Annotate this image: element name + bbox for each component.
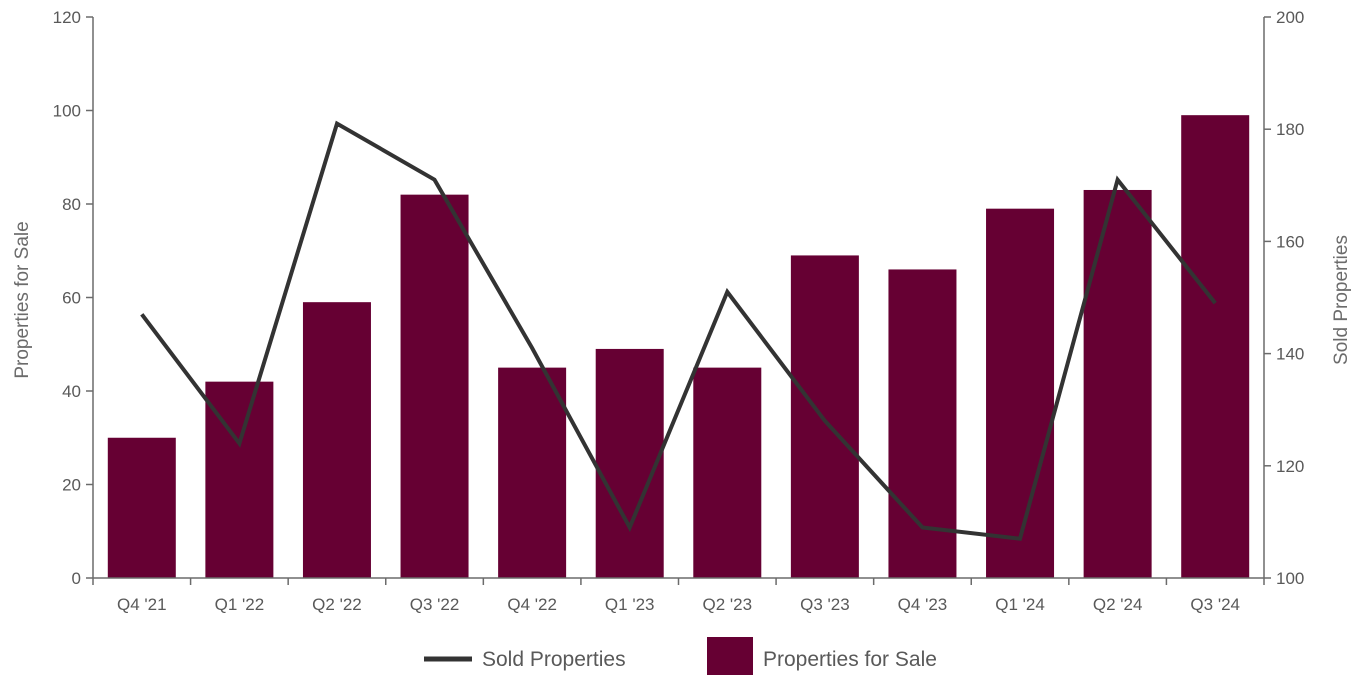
legend-square-marker [707,637,753,675]
sold-properties-line [140,120,1217,541]
y-axis-title-right: Sold Properties [1331,235,1352,365]
bar-Q3 '24 [1181,115,1250,579]
x-tick-label: Q2 '23 [703,595,753,614]
bar-Q3 '23 [790,255,859,579]
y-tick-label-left: 60 [62,289,81,308]
bar-Q4 '21 [107,437,176,578]
bar-series-properties-for-sale [107,115,1250,579]
x-tick-label: Q3 '22 [410,595,460,614]
x-tick-label: Q2 '24 [1093,595,1143,614]
bar-Q3 '22 [400,194,469,578]
x-tick-label: Q4 '23 [898,595,948,614]
y-tick-label-left: 20 [62,476,81,495]
y-tick-label-left: 0 [72,569,81,588]
x-tick-label: Q2 '22 [312,595,362,614]
y-tick-label-left: 120 [53,8,81,27]
y-tick-label-right: 140 [1276,345,1304,364]
y-tick-label-right: 100 [1276,569,1304,588]
x-tick-label: Q1 '24 [995,595,1045,614]
bar-Q4 '22 [498,367,567,578]
axes: 0 20 40 60 80 100 120 100 120 140 160 180 200 Q4 '21 Q… [53,8,1305,614]
legend-label-for-sale: Properties for Sale [763,648,937,671]
legend: Sold Properties Properties for Sale [424,637,937,675]
y-tick-label-left: 40 [62,382,81,401]
y-tick-label-right: 120 [1276,457,1304,476]
y-tick-label-left: 80 [62,195,81,214]
bar-Q1 '23 [595,348,664,578]
x-tick-label: Q1 '23 [605,595,655,614]
bar-Q2 '24 [1083,189,1152,578]
x-tick-label: Q4 '21 [117,595,167,614]
x-tick-label: Q3 '24 [1190,595,1240,614]
x-tick-label: Q4 '22 [507,595,557,614]
y-tick-label-right: 200 [1276,8,1304,27]
y-axis-title-left: Properties for Sale [12,221,33,378]
y-tick-label-right: 160 [1276,232,1304,251]
line-series-sold-properties [140,120,1217,541]
bar-Q2 '22 [302,302,371,578]
y-tick-label-left: 100 [53,102,81,121]
legend-label-sold: Sold Properties [482,648,626,671]
bar-Q2 '23 [693,367,762,578]
bar-Q1 '24 [986,208,1055,579]
y-tick-label-right: 180 [1276,120,1304,139]
x-tick-label: Q1 '22 [215,595,265,614]
x-tick-label: Q3 '23 [800,595,850,614]
